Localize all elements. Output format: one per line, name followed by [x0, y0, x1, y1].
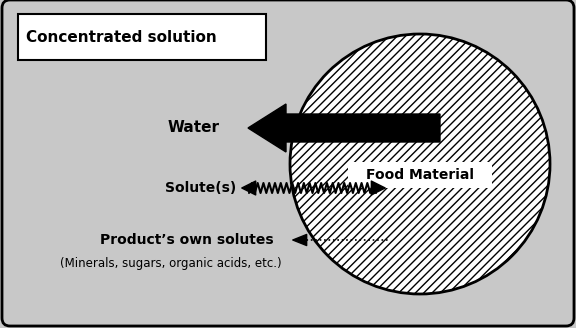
Text: Concentrated solution: Concentrated solution [26, 30, 217, 45]
Text: Product’s own solutes: Product’s own solutes [100, 233, 274, 247]
Text: Water: Water [168, 120, 220, 135]
Text: (Minerals, sugars, organic acids, etc.): (Minerals, sugars, organic acids, etc.) [60, 257, 282, 271]
Circle shape [290, 34, 550, 294]
FancyBboxPatch shape [18, 14, 266, 60]
Text: Solute(s): Solute(s) [165, 181, 236, 195]
FancyArrowPatch shape [293, 235, 306, 246]
Polygon shape [248, 104, 440, 152]
Text: Food Material: Food Material [366, 168, 474, 182]
FancyBboxPatch shape [348, 162, 492, 188]
FancyArrowPatch shape [242, 181, 256, 195]
FancyArrowPatch shape [372, 181, 385, 195]
